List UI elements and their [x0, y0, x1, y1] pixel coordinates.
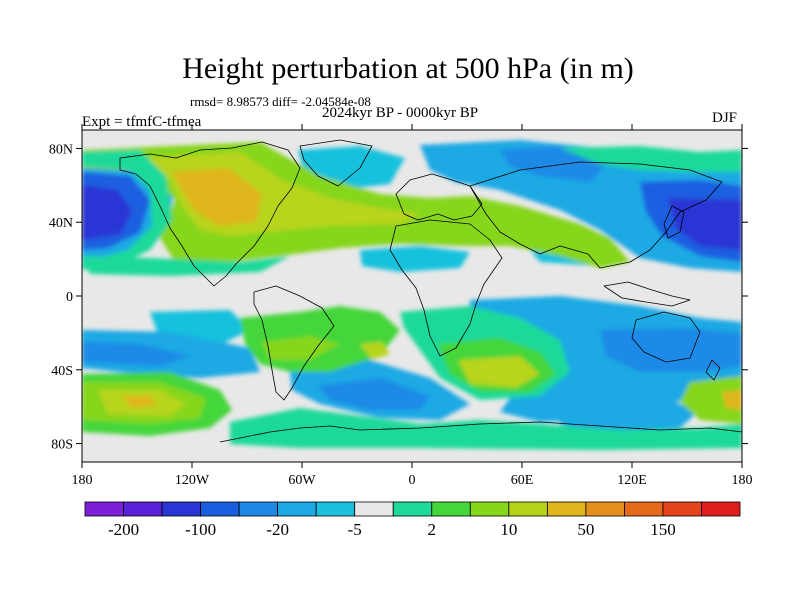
coast-japan	[663, 205, 685, 239]
lat-tick-label: 80S	[51, 438, 73, 453]
colorbar-swatch	[431, 501, 471, 517]
coast-new-zealand	[705, 359, 721, 381]
season-label: DJF	[712, 110, 738, 126]
lat-tick-label: 40N	[49, 216, 73, 231]
contour-neg-nw-pacific-deep	[668, 198, 742, 250]
coast-greenland	[299, 139, 373, 187]
experiment-label: Expt = tfmfC-tfmea	[82, 114, 202, 130]
contour-pos-north-america-max	[172, 168, 262, 226]
colorbar-swatch	[238, 501, 279, 517]
lon-tick-label: 60E	[511, 473, 534, 488]
coast-south-america	[253, 285, 335, 401]
stats-label: rmsd= 8.98573 diff= -2.04584e-08	[190, 94, 371, 109]
colorbar-swatch	[392, 501, 433, 517]
contour-pos-south-america-inner	[262, 336, 340, 360]
colorbar-label: -200	[108, 520, 139, 539]
colorbar-swatch	[624, 501, 664, 517]
colorbar-label: 150	[650, 520, 676, 539]
contour-pos-arctic-east	[560, 146, 742, 172]
colorbar-swatch	[701, 501, 741, 517]
colorbar-label: 50	[577, 520, 594, 539]
colorbar-label: -20	[266, 520, 289, 539]
coast-maritime-continent	[603, 281, 691, 307]
lon-tick-label: 180	[732, 473, 753, 488]
axis-ticks: 80N 40N 0 40S 80S 180 120W 60W 0 60E 120E 180	[49, 124, 753, 488]
colorbar-label: 10	[500, 520, 517, 539]
contour-neg-tropical-atlantic	[360, 246, 470, 272]
period-label: 2024kyr BP - 0000kyr BP	[322, 105, 479, 121]
contour-pos-southeast-pacific	[680, 376, 742, 424]
lon-tick-label: 0	[409, 473, 416, 488]
contour-neg-asia-pacific	[420, 140, 742, 272]
lon-tick-label: 60W	[288, 473, 316, 488]
contour-pos-southeast-pacific-max	[722, 390, 742, 410]
lat-tick-label: 0	[66, 290, 73, 305]
colorbar-swatch	[354, 501, 394, 517]
contour-neg-antarctic-pacific	[560, 398, 700, 434]
colorbar-swatch	[469, 501, 510, 517]
colorbar-swatch	[546, 501, 587, 517]
lon-tick-label: 180	[72, 473, 93, 488]
lon-tick-label: 120E	[617, 473, 647, 488]
map-title: Height perturbation at 500 hPa (in m)	[182, 52, 634, 85]
contour-pos-north-pacific-subtropic	[82, 256, 290, 276]
colorbar-swatch	[84, 501, 124, 517]
contour-pos-antarctic-band	[230, 408, 742, 450]
colorbar-swatch	[200, 501, 240, 517]
contour-pos-south-atlantic-max	[458, 356, 540, 388]
contour-neg-southern-ocean-atlantic-core	[318, 378, 430, 410]
coastlines	[119, 139, 742, 443]
lat-tick-label: 80N	[49, 142, 73, 157]
colorbar-swatch	[123, 501, 163, 517]
colorbar-swatch	[277, 501, 317, 517]
lon-tick-label: 120W	[175, 473, 210, 488]
lat-tick-label: 40S	[51, 364, 73, 379]
colorbar: -200 -100 -20 -5 2 10 50 150	[84, 501, 741, 539]
colorbar-swatch	[662, 501, 702, 517]
contour-pos-south-america-max	[360, 342, 390, 360]
contour-pos-pacific-arc	[82, 150, 172, 270]
coast-africa	[389, 219, 503, 357]
coast-australia	[631, 311, 701, 363]
colorbar-swatch	[508, 501, 548, 517]
coast-asia	[469, 161, 723, 269]
contour-neg-australia-core	[600, 328, 742, 372]
coast-antarctica	[219, 421, 742, 443]
contour-field	[82, 130, 742, 462]
colorbar-swatch	[585, 501, 625, 517]
colorbar-label: -5	[348, 520, 362, 539]
colorbar-label: 2	[428, 520, 437, 539]
contour-pos-southern-pacific-core	[122, 396, 158, 408]
coast-europe	[395, 173, 483, 221]
coast-north-america	[119, 141, 301, 287]
colorbar-label: -100	[185, 520, 216, 539]
contour-neg-south-pacific-core	[82, 342, 190, 366]
colorbar-swatch	[315, 501, 356, 517]
colorbar-swatch	[161, 501, 201, 517]
contour-neg-pacific-north-deep	[82, 185, 132, 240]
